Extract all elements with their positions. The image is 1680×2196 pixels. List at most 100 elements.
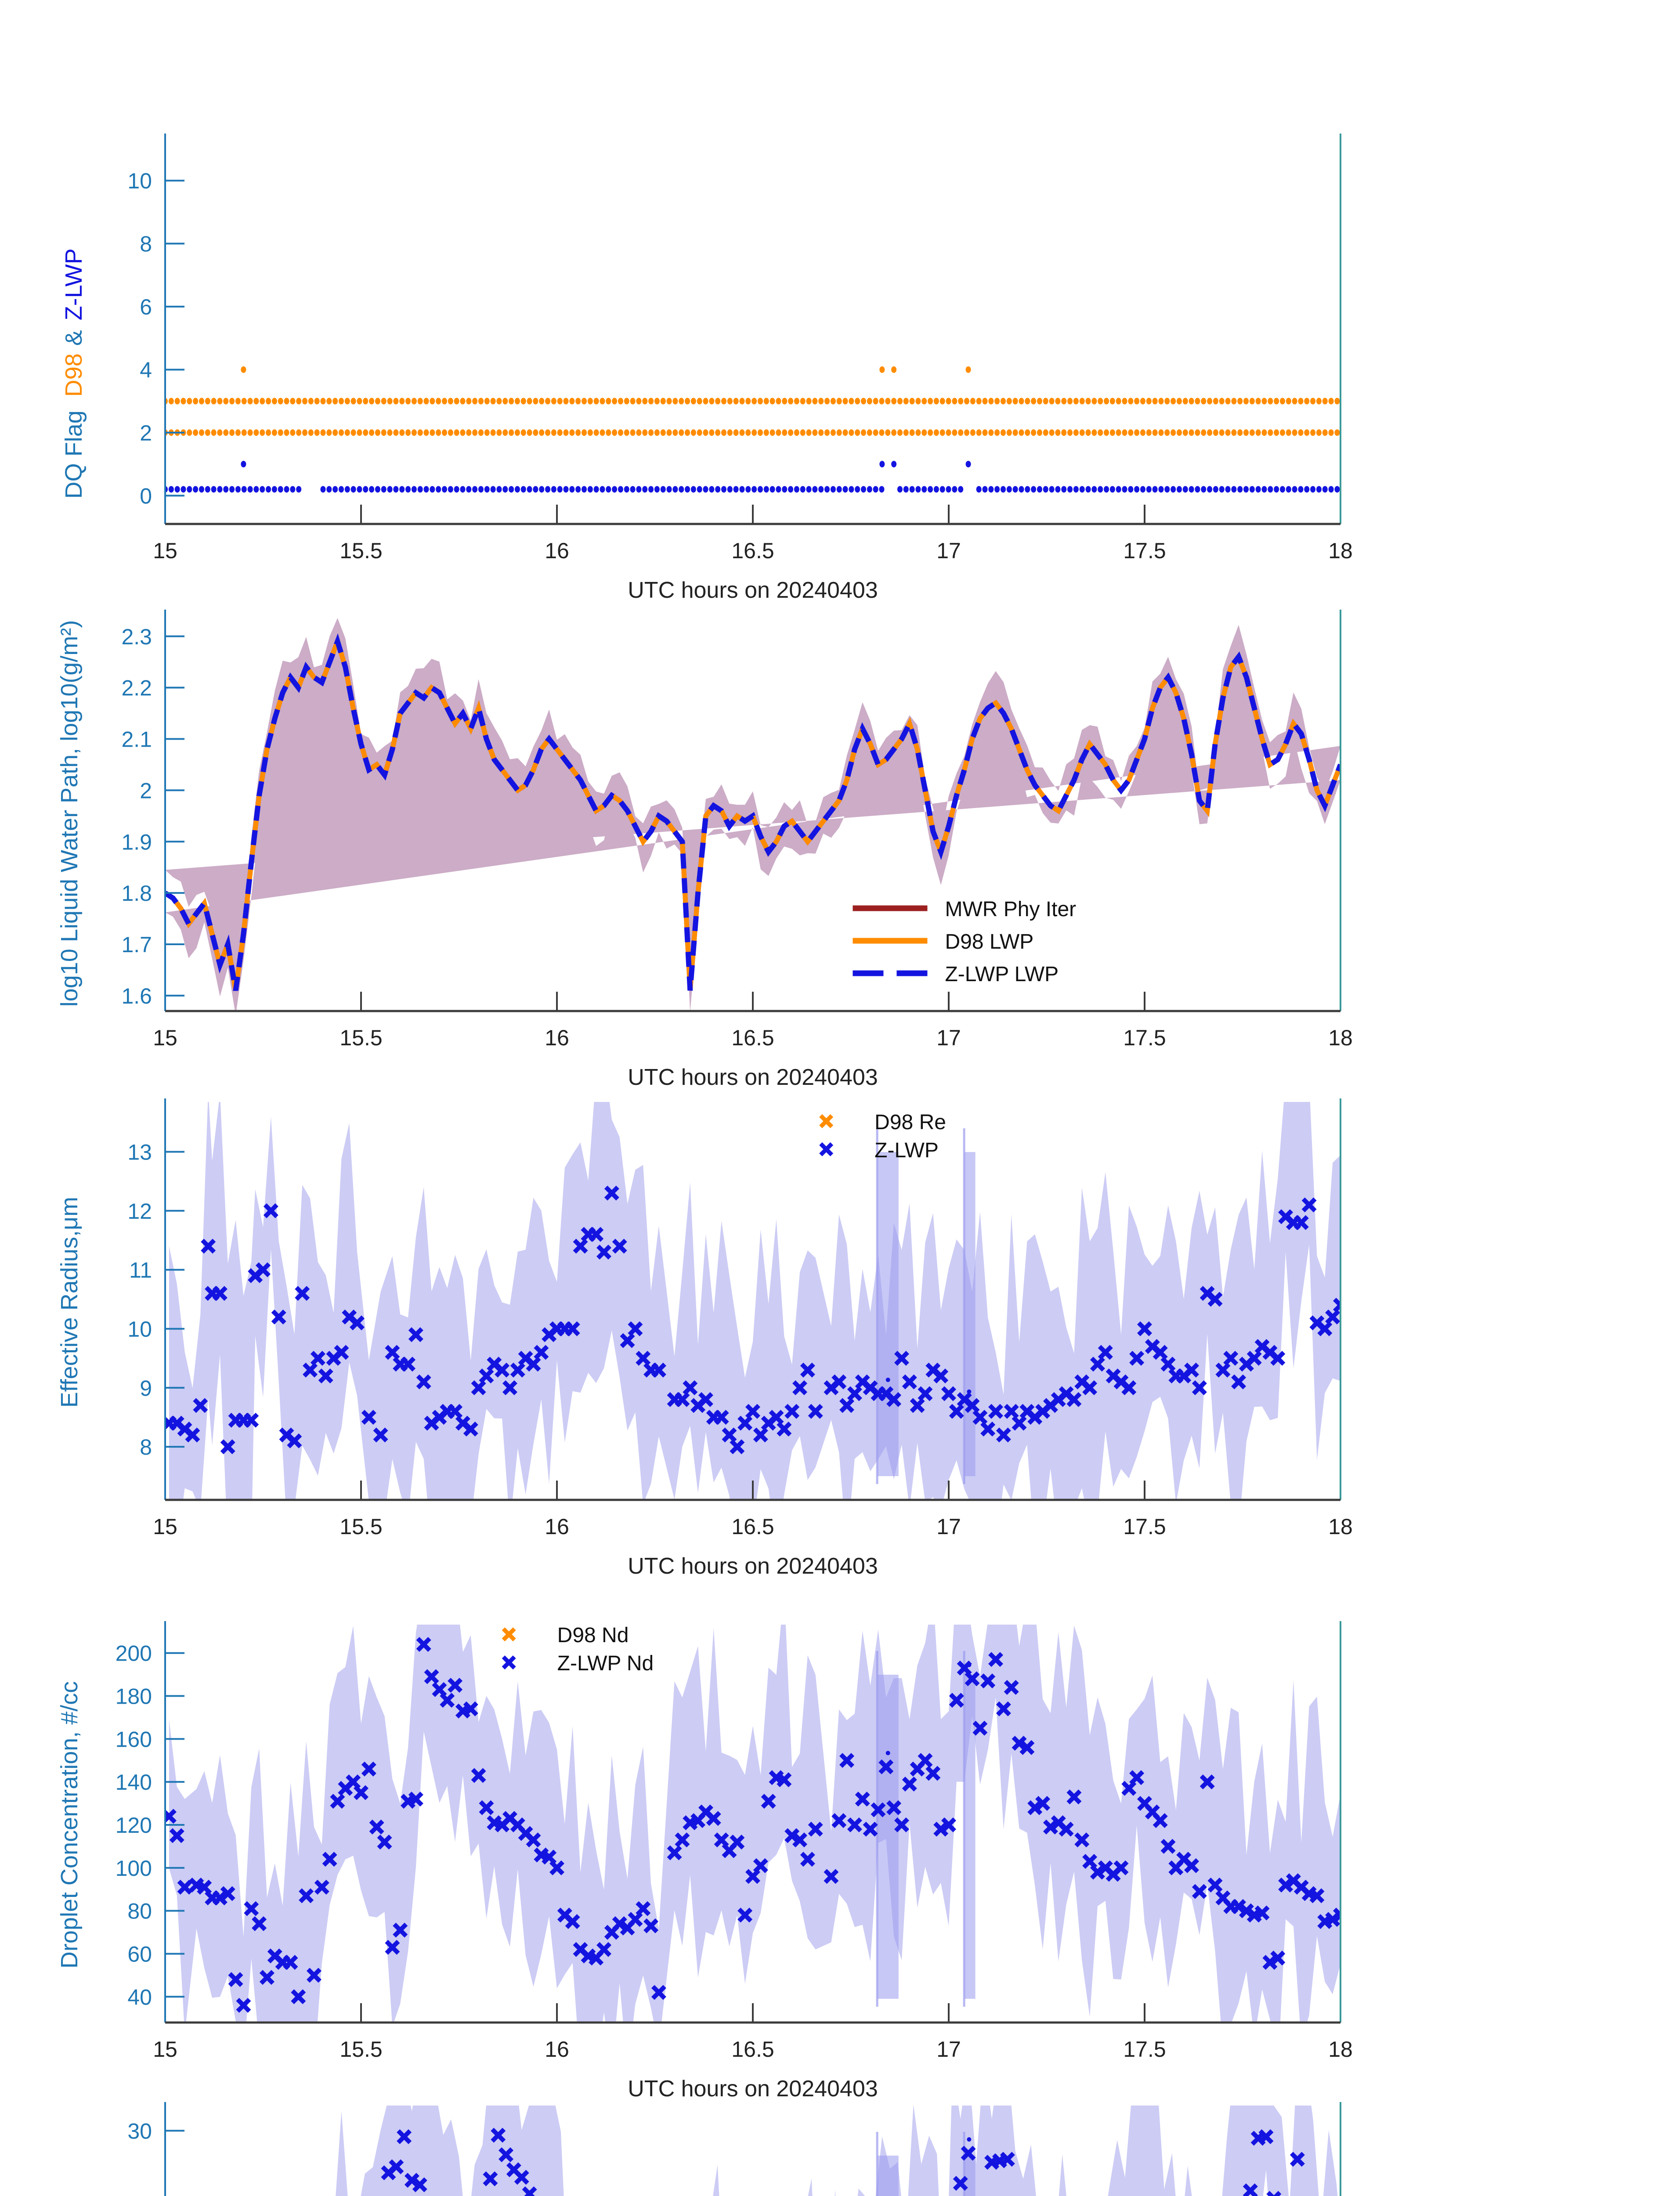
z-lwp-point — [1333, 1907, 1340, 1923]
z-lwp-point — [1137, 1796, 1152, 1811]
z-lwp-point — [581, 1227, 596, 1242]
x-tick-label: 16.5 — [731, 2037, 774, 2062]
z-lwp-point — [283, 1955, 298, 1970]
z-lwp-point — [918, 1753, 933, 1768]
z-lwp-point — [1004, 1680, 1019, 1695]
z-lwp-point — [722, 1427, 737, 1443]
z-lwp-point — [1012, 1736, 1027, 1751]
z-lwp-point — [1239, 1357, 1254, 1372]
z-lwp-point — [169, 1828, 184, 1843]
z-lwp-point — [1019, 1740, 1035, 1755]
z-lwp-point — [651, 1985, 666, 2000]
z-lwp-point — [408, 1327, 423, 1342]
x-tick-label: 17.5 — [1123, 2037, 1166, 2062]
z-lwp-point — [287, 1433, 302, 1448]
y-axis-label: Droplet Concentration, #/cc — [56, 1681, 83, 1968]
legend-label: Z-LWP Nd — [557, 1652, 654, 1675]
z-lwp-point — [412, 2177, 427, 2192]
z-lwp-point — [871, 1386, 886, 1401]
z-lwp-point — [1176, 1368, 1192, 1383]
z-lwp-point — [1160, 1838, 1176, 1854]
z-lwp-point — [1317, 1914, 1333, 1929]
z-lwp-point — [487, 1357, 502, 1372]
z-lwp-point — [941, 1386, 956, 1401]
z-lwp-point — [1129, 1351, 1145, 1366]
z-lwp-point — [1223, 1899, 1239, 1914]
z-lwp-point — [487, 1815, 502, 1831]
z-lwp-point — [385, 1345, 400, 1360]
y-tick-label: 1.9 — [121, 830, 152, 854]
z-lwp-point — [1262, 1955, 1278, 1970]
z-lwp-point — [212, 1890, 228, 1906]
z-lwp-point — [996, 1701, 1011, 1716]
z-lwp-point — [1231, 1374, 1246, 1390]
x-tick-label: 17 — [936, 1514, 961, 1539]
x-tick-label: 17 — [936, 2037, 961, 2062]
z-lwp-point — [714, 1409, 729, 1425]
z-lwp-point — [1246, 1907, 1262, 1923]
x-tick-label: 17.5 — [1123, 1026, 1166, 1050]
z-lwp-point — [557, 1321, 572, 1336]
z-lwp-point — [996, 1427, 1011, 1443]
z-lwp-point — [1043, 1398, 1058, 1413]
z-lwp-point — [197, 1879, 212, 1895]
z-lwp-point — [495, 1362, 510, 1378]
z-lwp-point — [322, 1852, 337, 1867]
z-lwp-point — [953, 2176, 968, 2191]
z-lwp-point — [769, 1770, 784, 1785]
z-lwp-point — [972, 1409, 988, 1425]
z-lwp-point — [448, 1404, 463, 1419]
z-lwp-point — [350, 1315, 365, 1331]
z-lwp-point — [397, 2129, 412, 2145]
z-lwp-point — [534, 1847, 549, 1863]
x-tick-label: 15 — [153, 1026, 177, 1050]
legend-marker — [502, 1655, 516, 1670]
legend-marker — [819, 1114, 834, 1128]
z-lwp-point — [1258, 2129, 1274, 2145]
x-tick-label: 15 — [153, 538, 177, 563]
z-lwp-point — [565, 1321, 580, 1336]
z-lwp-point — [706, 1409, 721, 1425]
z-lwp-point — [925, 1766, 941, 1781]
z-lwp-point — [1262, 1345, 1278, 1360]
z-lwp-point — [1286, 1873, 1301, 1889]
z-lwp-point — [401, 1794, 416, 1809]
z-lwp-point — [440, 1693, 455, 1708]
z-lwp-point — [980, 1673, 996, 1689]
x-tick-label: 16 — [545, 538, 569, 563]
z-lwp-point — [471, 1380, 486, 1395]
plot-area-3: 8 9 10 11 12 13 15 15.5 16 16.5 17 17.5 18 UTC hours … — [56, 1098, 1353, 1579]
z-lwp-point — [596, 1244, 612, 1260]
y-tick-label: 60 — [127, 1942, 152, 1966]
z-lwp-point — [404, 2173, 419, 2188]
z-lwp-point — [565, 1914, 580, 1929]
y-tick-label: 25 — [127, 2194, 152, 2196]
z-lwp-point — [479, 1368, 494, 1383]
z-lwp-point — [510, 1362, 525, 1378]
z-lwp-point — [295, 1286, 310, 1301]
z-lwp-point — [878, 1386, 894, 1401]
z-lwp-point — [745, 1404, 760, 1419]
z-lwp-point — [596, 1942, 612, 1957]
z-lwp-point — [534, 1345, 549, 1360]
z-lwp-point — [1184, 1858, 1199, 1873]
z-lwp-point — [1121, 1781, 1137, 1796]
z-lwp-point — [722, 1843, 737, 1858]
z-lwp-point — [1098, 1345, 1113, 1360]
z-lwp-point — [886, 1800, 902, 1815]
z-lwp-point — [314, 1879, 329, 1895]
z-lwp-point — [1250, 2131, 1266, 2146]
z-lwp-point — [1066, 1392, 1082, 1407]
axes-2: 1.6 1.7 1.8 1.9 2 2.1 2.2 2.3 15 15.5 16 16.5 17 17.5… — [56, 610, 1353, 1090]
d98-lwp-line — [165, 634, 1340, 991]
z-lwp-point — [980, 1421, 996, 1437]
z-lwp-point — [542, 1849, 557, 1865]
legend-marker — [819, 1142, 834, 1156]
z-lwp-point — [643, 1362, 659, 1378]
z-lwp-point — [984, 2155, 1000, 2170]
z-lwp-point — [698, 1804, 713, 1820]
z-lwp-point — [769, 1409, 784, 1425]
y-axis-label-part-3: Z-LWP — [61, 249, 87, 321]
z-lwp-point — [502, 1811, 517, 1826]
